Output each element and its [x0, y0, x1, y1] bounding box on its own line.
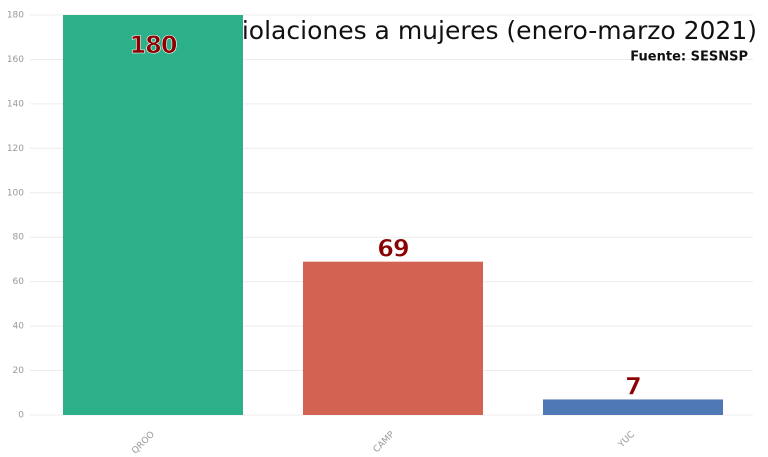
x-tick-label: QROO [130, 430, 157, 457]
y-tick-label: 80 [13, 233, 25, 243]
y-tick-label: 40 [13, 322, 25, 332]
bar [63, 15, 243, 415]
value-label: 180 [129, 31, 176, 59]
y-tick-label: 160 [7, 55, 24, 65]
bar [303, 261, 483, 415]
y-tick-label: 180 [7, 11, 24, 21]
bar [543, 399, 723, 415]
value-label: 69 [377, 235, 409, 263]
x-tick-label: CAMP [372, 429, 398, 455]
y-tick-label: 140 [7, 99, 24, 109]
y-tick-label: 0 [18, 411, 24, 421]
chart-subtitle: Fuente: SESNSP [630, 50, 748, 65]
y-tick-label: 100 [7, 188, 24, 198]
y-tick-label: 20 [13, 366, 25, 376]
y-tick-label: 120 [7, 144, 24, 154]
y-tick-label: 60 [13, 277, 25, 287]
x-tick-label: YUC [616, 430, 637, 451]
chart-title: Violaciones a mujeres (enero-marzo 2021) [225, 16, 757, 45]
value-label: 7 [625, 372, 641, 400]
